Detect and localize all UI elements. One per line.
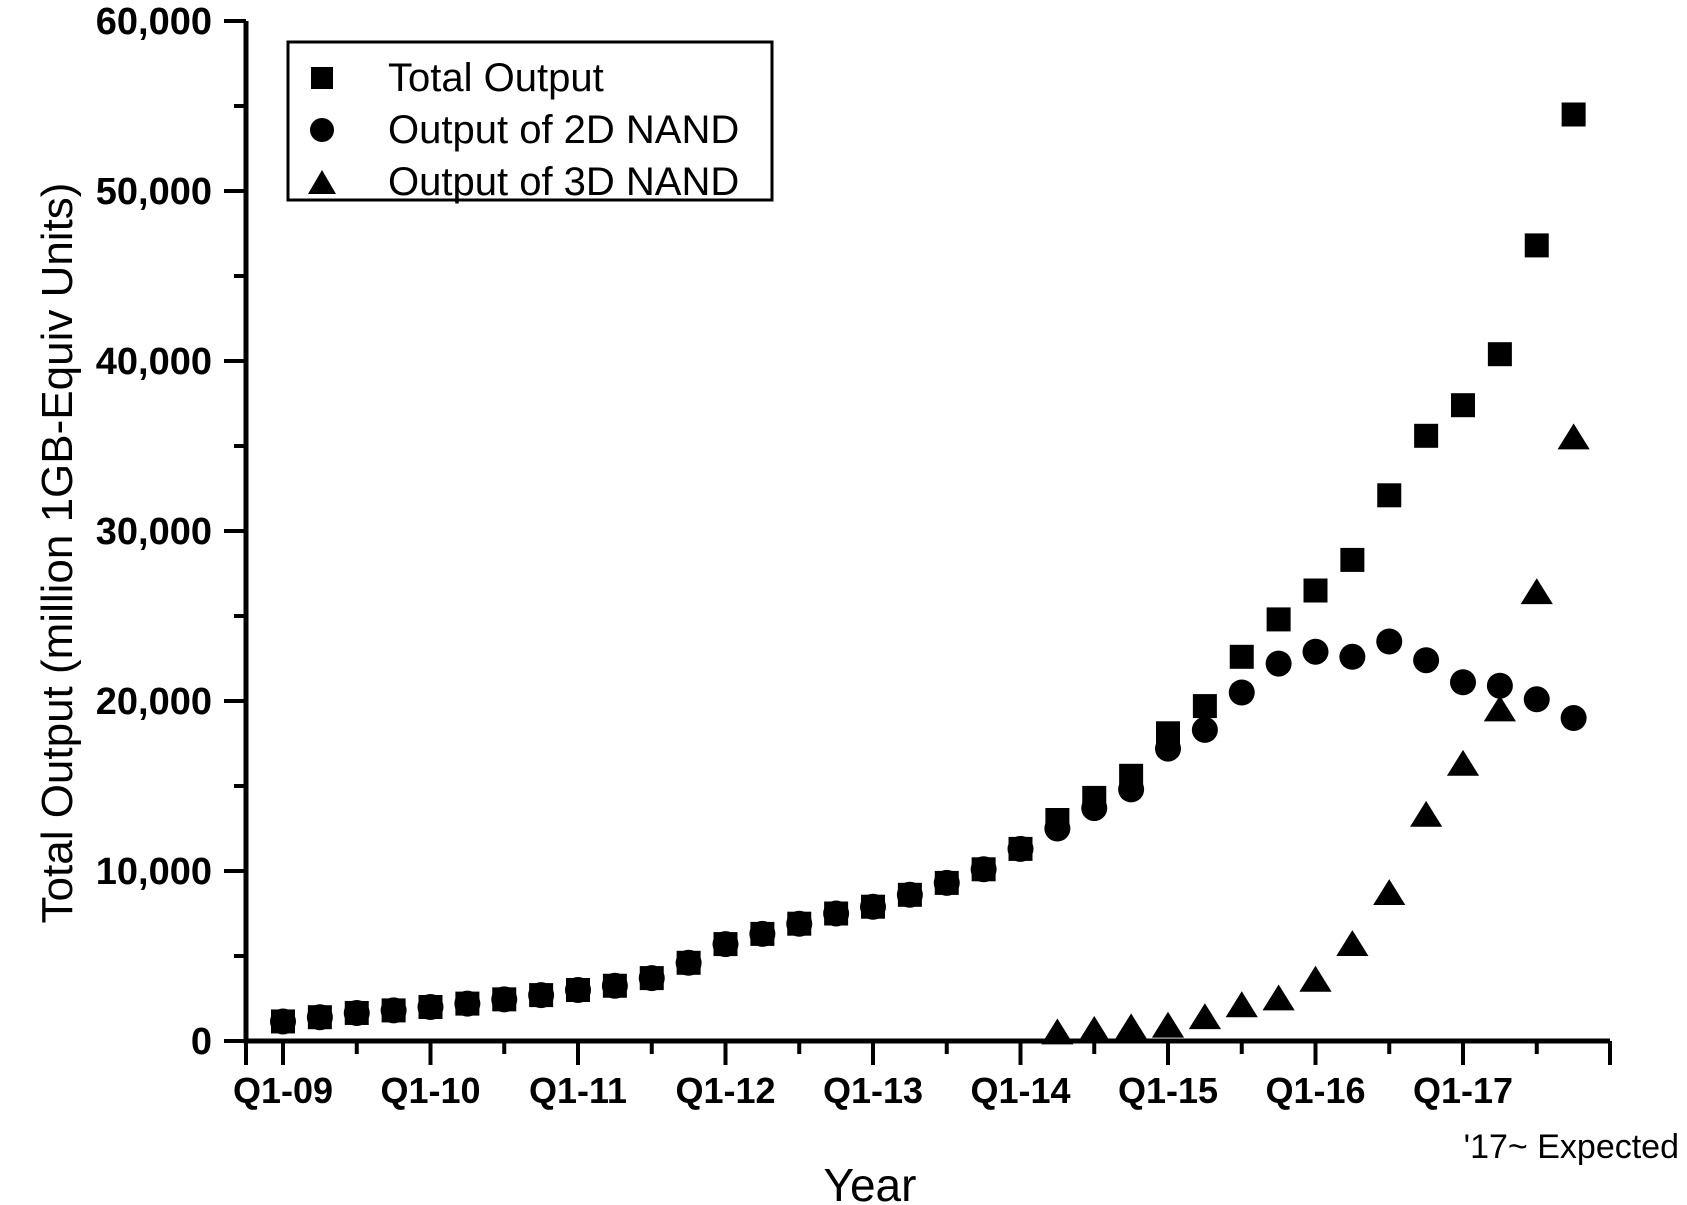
2d-nand-point [1450, 669, 1476, 696]
2d-nand-point [1155, 735, 1181, 762]
2d-nand-point [417, 994, 444, 1020]
3d-nand-point [1188, 1003, 1221, 1030]
2d-nand-point [1044, 815, 1071, 842]
legend-triangle-icon [308, 170, 336, 194]
2d-nand-point [1376, 628, 1403, 655]
y-tick-label: 40,000 [96, 341, 212, 383]
2d-nand-point [1118, 776, 1145, 803]
2d-nand-point [1302, 638, 1329, 665]
2d-nand-point [1560, 705, 1587, 731]
total-output-point [1451, 393, 1475, 418]
2d-nand-point [565, 977, 591, 1003]
x-tick-label: Q1-17 [1413, 1070, 1513, 1111]
x-tick-label: Q1-12 [675, 1070, 775, 1111]
2d-nand-point [896, 881, 923, 908]
total-output-point [1340, 547, 1365, 572]
2d-nand-point [528, 982, 555, 1009]
legend-label-total-output: Total Output [388, 56, 604, 100]
x-tick-label: Q1-13 [823, 1070, 923, 1111]
2d-nand-point [1081, 795, 1108, 822]
x-axis-title: Year [823, 1159, 917, 1205]
2d-nand-point [860, 893, 886, 920]
y-tick-label: 60,000 [96, 1, 212, 43]
2d-nand-point [343, 999, 370, 1026]
total-output-point [1229, 644, 1254, 669]
3d-nand-point [1151, 1011, 1185, 1038]
x-tick-label: Q1-11 [529, 1070, 627, 1111]
2d-nand-point [638, 965, 665, 992]
2d-nand-point [1007, 835, 1034, 862]
3d-nand-point [1483, 695, 1516, 722]
x-tick-label: Q1-09 [233, 1070, 333, 1111]
2d-nand-point [491, 986, 518, 1013]
total-output-point [1524, 233, 1549, 258]
legend-circle-icon [310, 118, 334, 142]
2d-nand-point [749, 920, 776, 947]
3d-nand-point [1115, 1013, 1148, 1040]
3d-nand-point [1410, 800, 1443, 827]
2d-nand-point [601, 972, 628, 999]
legend-label-2d-nand: Output of 2D NAND [388, 108, 740, 152]
3d-nand-point [1041, 1018, 1074, 1045]
2d-nand-point [1339, 643, 1366, 670]
2d-nand-point [1265, 650, 1292, 677]
expected-annotation: '17~ Expected [1463, 1128, 1679, 1166]
2d-nand-point [1486, 672, 1513, 699]
2d-nand-point [1228, 679, 1255, 706]
3d-nand-point [1299, 965, 1332, 992]
x-tick-label: Q1-14 [970, 1070, 1070, 1111]
total-output-point [1377, 483, 1402, 508]
2d-nand-point [1413, 647, 1440, 674]
2d-nand-point [823, 900, 850, 927]
3d-nand-point [1225, 991, 1258, 1018]
legend-square-icon [311, 67, 333, 89]
y-tick-label: 0 [191, 1021, 212, 1063]
y-tick-label: 50,000 [96, 171, 212, 213]
3d-nand-point [1078, 1015, 1111, 1042]
2d-nand-point [786, 910, 813, 937]
2d-nand-point [970, 856, 997, 883]
2d-nand-point [306, 1004, 333, 1031]
y-tick-label: 10,000 [96, 851, 212, 893]
total-output-point [1192, 694, 1217, 719]
3d-nand-point [1520, 578, 1553, 605]
y-tick-label: 30,000 [96, 511, 212, 553]
total-output-point [1561, 102, 1586, 127]
legend-label-3d-nand: Output of 3D NAND [388, 160, 740, 204]
3d-nand-point [1336, 930, 1369, 956]
x-tick-label: Q1-15 [1118, 1070, 1218, 1111]
2d-nand-point [1523, 686, 1550, 713]
total-output-point [1303, 578, 1328, 603]
2d-nand-point [675, 949, 702, 976]
3d-nand-point [1262, 984, 1295, 1011]
2d-nand-point [1191, 716, 1218, 743]
2d-nand-point [454, 990, 481, 1017]
y-axis-title: Total Output (million 1GB-Equiv Units) [33, 182, 82, 924]
x-tick-label: Q1-16 [1265, 1070, 1365, 1111]
3d-nand-point [1446, 749, 1480, 776]
2d-nand-point [380, 997, 407, 1024]
2d-nand-point [933, 869, 960, 896]
2d-nand-point [712, 931, 739, 958]
total-output-point [1266, 607, 1291, 632]
total-output-point [1487, 342, 1512, 367]
y-tick-label: 20,000 [96, 681, 212, 723]
legend-box [286, 40, 774, 202]
3d-nand-point [1557, 423, 1590, 450]
total-output-point [1414, 423, 1439, 448]
x-tick-label: Q1-10 [380, 1070, 480, 1111]
2d-nand-point [270, 1008, 296, 1035]
3d-nand-point [1373, 879, 1406, 905]
